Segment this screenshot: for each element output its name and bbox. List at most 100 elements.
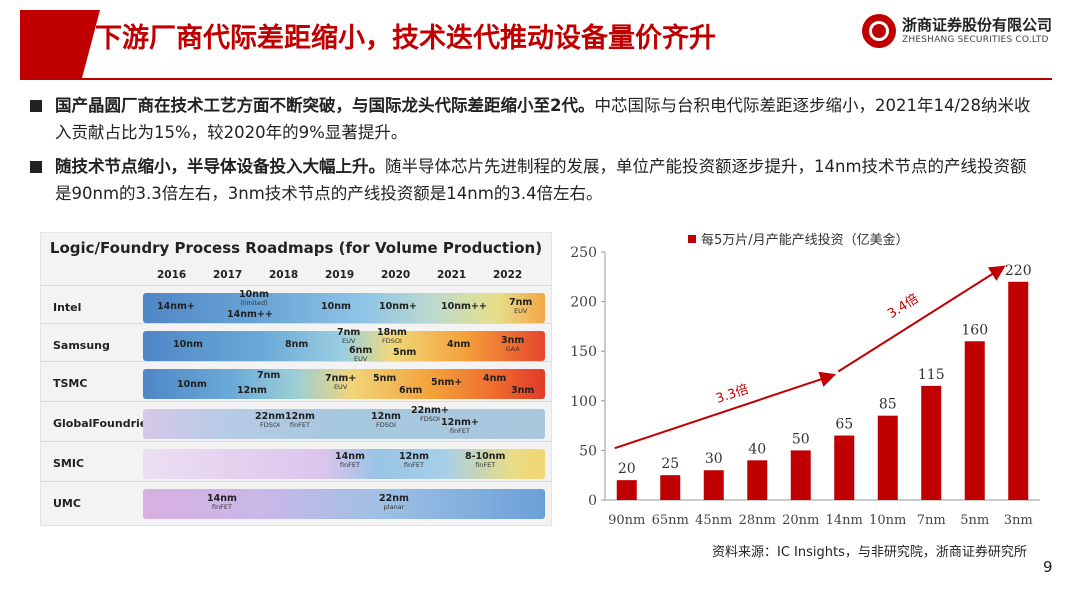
bar-45nm [703,470,724,500]
x-tick-label: 45nm [695,513,732,528]
roadmap-row-samsung: Samsung 10nm 8nm 7nm EUV 6nm EUV 18nm FDSOI… [41,323,551,370]
roadmap-year: 2016 [157,269,187,281]
roadmap-node: 12nm finFET [399,451,429,469]
data-label: 20 [618,461,636,477]
roadmap-node: 8nm [285,339,309,350]
logo-name-en: ZHESHANG SECURITIES CO.LTD [902,35,1049,45]
bullet-text: 中芯国际与台积电代际差距逐步缩小，2021年14/28纳米收入贡献占比为15%，… [55,96,1031,142]
x-tick-label: 5nm [960,513,989,528]
bullet-square-icon [30,100,42,112]
roadmap-node: 10nm [177,379,207,390]
process-roadmap: Logic/Foundry Process Roadmaps (for Volu… [40,232,552,526]
roadmap-bar [143,449,545,479]
roadmap-bar [143,489,545,519]
y-tick-label: 150 [570,344,597,360]
data-label: 220 [1005,263,1032,279]
x-tick-label: 28nm [739,513,776,528]
roadmap-year: 2021 [437,269,467,281]
annotation-label: 3.4倍 [885,291,921,322]
data-label: 115 [918,367,945,383]
roadmap-year: 2017 [213,269,243,281]
bar-10nm [877,415,898,500]
roadmap-node: 22nm FDSOI [255,411,285,429]
roadmap-year: 2022 [493,269,523,281]
roadmap-node: 10nm+ [379,301,417,312]
roadmap-bar [143,409,545,439]
x-tick-label: 65nm [652,513,689,528]
annotation-label: 3.3倍 [714,382,751,407]
roadmap-node: 12nm FDSOI [371,411,401,429]
roadmap-node: 5nm [393,347,417,358]
data-label: 65 [835,417,853,433]
roadmap-year: 2020 [381,269,411,281]
y-tick-label: 50 [579,443,597,459]
roadmap-node: 3nm GAA [501,335,525,353]
bullet-text: 随半导体芯片先进制程的发展，单位产能投资额逐步提升，14nm技术节点的产线投资额… [55,157,1027,203]
roadmap-company: Samsung [53,339,110,352]
x-tick-label: 90nm [608,513,645,528]
data-label: 25 [661,456,679,472]
bar-3nm [1008,281,1029,500]
bullet-square-icon [30,161,42,173]
bar-5nm [964,341,985,500]
roadmap-node: 4nm [447,339,471,350]
roadmap-node: 8-10nm finFET [465,451,506,469]
bar-28nm [747,460,768,500]
roadmap-year: 2018 [269,269,299,281]
roadmap-company: TSMC [53,377,88,390]
roadmap-row-umc: UMC 14nm finFET 22nm planar [41,481,551,528]
investment-bar-chart: 每5万片/月产能产线投资（亿美金） 0 50 100 150 200 250 20 90nm 25… [570,232,1040,528]
roadmap-node: 7nm [257,370,281,381]
legend-label: 每5万片/月产能产线投资（亿美金） [701,232,909,248]
roadmap-node: 14nm finFET [335,451,365,469]
data-label: 30 [705,451,723,467]
roadmap-node: 6nm EUV [349,345,373,363]
title-divider [20,78,1052,80]
roadmap-title: Logic/Foundry Process Roadmaps (for Volu… [49,239,543,257]
bar-20nm [790,450,811,500]
roadmap-node: 12nm finFET [285,411,315,429]
logo-name-cn: 浙商证券股份有限公司 [902,16,1053,34]
x-tick-label: 3nm [1004,513,1033,528]
source-note: 资料来源：IC Insights，与非研究院，浙商证券研究所 [712,545,1027,560]
roadmap-company: Intel [53,301,82,314]
annotation-arrow [614,371,837,450]
roadmap-row-intel: Intel 14nm+ 10nm (limited) 14nm++ 10nm 10… [41,285,551,332]
roadmap-company: UMC [53,497,81,510]
legend-swatch [688,235,696,243]
roadmap-node: 12nm [237,385,267,396]
roadmap-node: 14nm++ [227,309,273,320]
roadmap-node: 10nm++ [441,301,487,312]
x-tick-label: 7nm [917,513,946,528]
y-tick-label: 0 [588,493,597,509]
title-accent-bar [20,10,100,78]
roadmap-node: 6nm [399,385,423,396]
x-tick-label: 14nm [826,513,863,528]
data-label: 50 [792,431,810,447]
bar-14nm [834,435,855,500]
roadmap-row-globalfoundries: GlobalFoundries 22nm FDSOI 12nm finFET 12n… [41,401,551,448]
y-tick-label: 100 [570,394,597,410]
roadmap-row-tsmc: TSMC 10nm 12nm 7nm 7nm+ EUV 5nm 6nm 5nm+ … [41,361,551,408]
bullet-bold-text: 国产晶圆厂商在技术工艺方面不断突破，与国际龙头代际差距缩小至2代。 [55,96,595,115]
roadmap-bar [143,331,545,361]
data-label: 40 [748,441,766,457]
roadmap-bar [143,369,545,399]
roadmap-node: 22nm planar [379,493,409,511]
roadmap-node: 14nm finFET [207,493,237,511]
bullet-item: 国产晶圆厂商在技术工艺方面不断突破，与国际龙头代际差距缩小至2代。中芯国际与台积… [30,92,1040,146]
roadmap-node: 10nm [173,339,203,350]
bullet-item: 随技术节点缩小，半导体设备投入大幅上升。随半导体芯片先进制程的发展，单位产能投资… [30,153,1040,207]
x-tick-label: 10nm [869,513,906,528]
y-tick-label: 250 [570,245,597,261]
roadmap-node: 10nm (limited) [239,289,269,307]
roadmap-node: 5nm [373,373,397,384]
roadmap-node: 18nm FDSOI [377,327,407,345]
roadmap-node: 14nm+ [157,301,195,312]
page-number: 9 [1043,558,1053,576]
roadmap-node: 5nm+ [431,377,463,388]
roadmap-node: 3nm [511,385,535,396]
bullet-list: 国产晶圆厂商在技术工艺方面不断突破，与国际龙头代际差距缩小至2代。中芯国际与台积… [30,92,1040,214]
data-label: 160 [961,322,988,338]
roadmap-node: 7nm EUV [337,327,361,345]
